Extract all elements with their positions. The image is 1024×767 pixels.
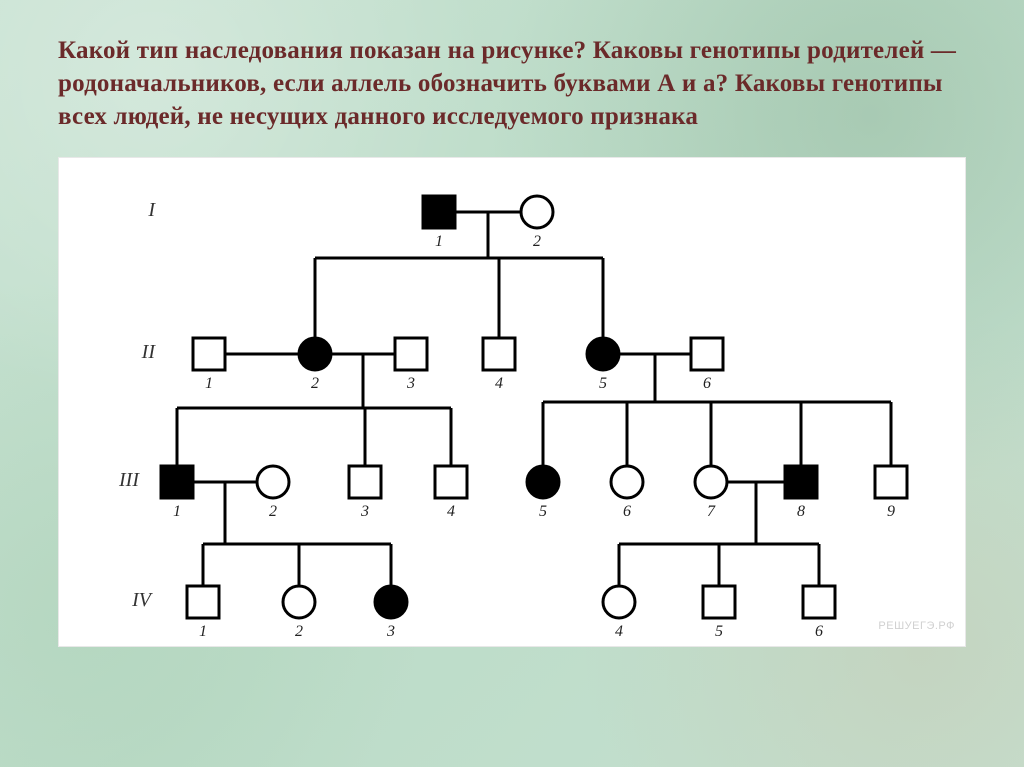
node-label-II2: 2 [311, 375, 319, 392]
generation-label-2: II [141, 341, 157, 363]
node-IV5 [703, 586, 735, 618]
node-III1 [161, 466, 193, 498]
node-label-IV2: 2 [295, 623, 303, 640]
node-label-III6: 6 [623, 503, 631, 520]
node-III2 [257, 466, 289, 498]
node-label-II4: 4 [495, 375, 503, 392]
node-III8 [785, 466, 817, 498]
node-label-IV6: 6 [815, 623, 823, 640]
node-label-IV3: 3 [386, 623, 395, 640]
node-label-II1: 1 [205, 375, 213, 392]
edges-group [177, 212, 891, 586]
node-II3 [395, 338, 427, 370]
node-III4 [435, 466, 467, 498]
node-III6 [611, 466, 643, 498]
node-label-I1: 1 [435, 233, 443, 250]
node-label-III8: 8 [797, 503, 805, 520]
node-III5 [527, 466, 559, 498]
question-title: Какой тип наследования показан на рисунк… [58, 34, 966, 133]
labels-group: 12123456123456789123456IIIIIIIV [118, 199, 895, 640]
node-label-III1: 1 [173, 503, 181, 520]
node-IV3 [375, 586, 407, 618]
node-II5 [587, 338, 619, 370]
node-III3 [349, 466, 381, 498]
node-label-III5: 5 [539, 503, 547, 520]
node-label-III4: 4 [447, 503, 455, 520]
node-label-III7: 7 [707, 503, 716, 520]
node-label-III3: 3 [360, 503, 369, 520]
node-IV2 [283, 586, 315, 618]
generation-label-3: III [118, 469, 140, 491]
generation-label-4: IV [131, 589, 154, 611]
node-label-IV1: 1 [199, 623, 207, 640]
node-III7 [695, 466, 727, 498]
slide-content: Какой тип наследования показан на рисунк… [0, 0, 1024, 647]
generation-label-1: I [147, 199, 156, 221]
node-label-IV4: 4 [615, 623, 623, 640]
node-label-II3: 3 [406, 375, 415, 392]
watermark-text: РЕШУЕГЭ.РФ [878, 620, 955, 632]
node-IV4 [603, 586, 635, 618]
node-II2 [299, 338, 331, 370]
node-label-III9: 9 [887, 503, 895, 520]
node-III9 [875, 466, 907, 498]
node-label-IV5: 5 [715, 623, 723, 640]
node-I1 [423, 196, 455, 228]
pedigree-diagram: 12123456123456789123456IIIIIIIV РЕШУЕГЭ.… [58, 157, 966, 647]
node-II4 [483, 338, 515, 370]
node-IV1 [187, 586, 219, 618]
node-label-II5: 5 [599, 375, 607, 392]
node-II6 [691, 338, 723, 370]
node-IV6 [803, 586, 835, 618]
node-label-II6: 6 [703, 375, 711, 392]
node-II1 [193, 338, 225, 370]
node-label-III2: 2 [269, 503, 277, 520]
node-label-I2: 2 [533, 233, 541, 250]
pedigree-svg: 12123456123456789123456IIIIIIIV [59, 158, 967, 648]
node-I2 [521, 196, 553, 228]
